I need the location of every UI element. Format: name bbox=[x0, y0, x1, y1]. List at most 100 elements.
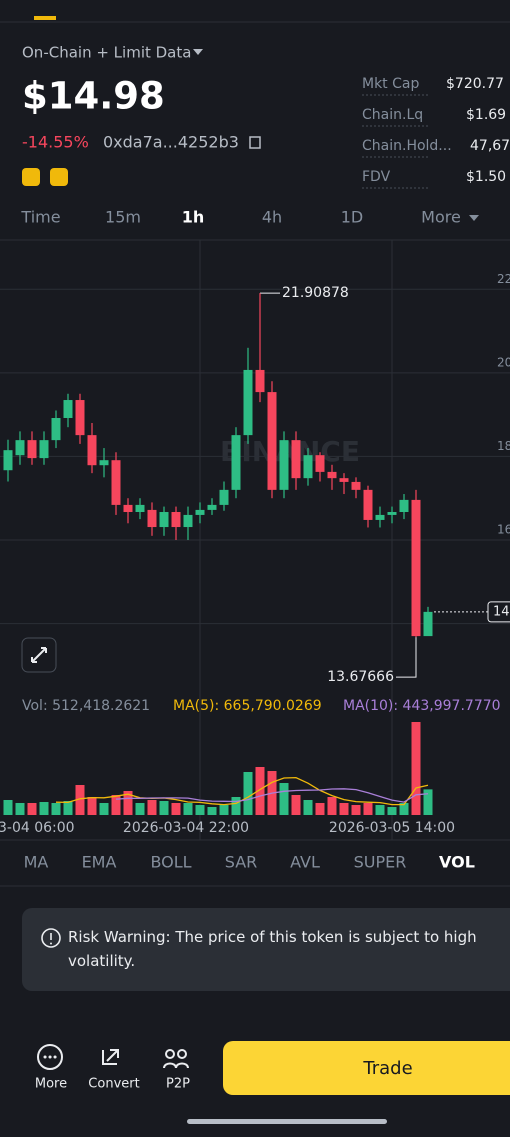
copy-icon[interactable] bbox=[249, 136, 261, 149]
last-price-box bbox=[487, 601, 510, 623]
trade-button[interactable] bbox=[223, 1041, 510, 1095]
candle-body bbox=[255, 369, 265, 393]
indicator-tab[interactable]: MA bbox=[24, 853, 49, 872]
volume-bar bbox=[291, 795, 301, 815]
y-tick-label: 22 bbox=[497, 272, 510, 286]
nav-label[interactable]: Convert bbox=[88, 1077, 139, 1092]
warning-icon bbox=[50, 942, 52, 945]
volume-bar bbox=[351, 805, 361, 815]
candle-body bbox=[147, 509, 157, 528]
y-tick-label: 18 bbox=[497, 439, 510, 453]
candle-body bbox=[75, 400, 85, 436]
candle-body bbox=[111, 460, 121, 505]
candle-body bbox=[159, 512, 169, 528]
volume-bar bbox=[15, 803, 25, 815]
candle-body bbox=[219, 489, 229, 505]
tab-indicator bbox=[34, 16, 56, 20]
volume-bar bbox=[375, 805, 385, 815]
volume-bar bbox=[315, 803, 325, 815]
ma10-label: MA(10): 443,997.7770 bbox=[343, 698, 501, 714]
timeframe[interactable]: 1h bbox=[182, 208, 205, 227]
stat-label: Chain.Hold... bbox=[362, 138, 452, 154]
warning-text: Risk Warning: The price of this token is… bbox=[68, 928, 477, 970]
volume-bar bbox=[135, 803, 145, 815]
indicator-tab[interactable]: EMA bbox=[82, 853, 117, 872]
candle-body bbox=[279, 440, 289, 490]
stat-value: $720.77 bbox=[446, 76, 504, 92]
volume-bar bbox=[111, 795, 121, 815]
volume-bar bbox=[39, 802, 49, 815]
volume-bar bbox=[219, 805, 229, 815]
timeframe[interactable]: Time bbox=[20, 208, 60, 227]
candle-body bbox=[183, 514, 193, 528]
price: $14.98 bbox=[22, 75, 165, 118]
volume-bar bbox=[363, 803, 373, 815]
timeframe[interactable]: 15m bbox=[105, 208, 141, 227]
x-tick-label: 3-04 06:00 bbox=[0, 820, 75, 836]
candle-body bbox=[171, 512, 181, 528]
expand-icon bbox=[31, 647, 47, 663]
change: -14.55% bbox=[22, 133, 89, 152]
nav-label[interactable]: P2P bbox=[166, 1077, 190, 1092]
nav-label[interactable]: More bbox=[35, 1077, 67, 1092]
trade-label: Trade bbox=[362, 1058, 412, 1079]
volume-bar bbox=[195, 805, 205, 815]
ma5-label: MA(5): 665,790.0269 bbox=[173, 698, 322, 714]
volume-bar bbox=[255, 767, 265, 815]
indicator-tab[interactable]: BOLL bbox=[150, 853, 191, 872]
more-icon bbox=[37, 1044, 63, 1070]
data-source[interactable]: On-Chain + Limit Data bbox=[22, 44, 191, 62]
y-tick-label: 16 bbox=[497, 523, 510, 537]
caret bbox=[193, 49, 203, 55]
last-price-label: 14.98 bbox=[493, 604, 510, 619]
indicator-tab[interactable]: AVL bbox=[290, 853, 320, 872]
candle-body bbox=[363, 489, 373, 520]
volume-bar bbox=[231, 797, 241, 815]
candle-body bbox=[99, 460, 109, 466]
tag-icon bbox=[50, 168, 68, 186]
warning-wrap: Risk Warning: The price of this token is… bbox=[68, 928, 477, 970]
candle-body bbox=[63, 400, 73, 418]
indicator-tab[interactable]: SAR bbox=[225, 853, 258, 872]
home-indicator bbox=[187, 1119, 387, 1124]
volume-bar bbox=[3, 800, 13, 815]
volume-bar bbox=[123, 791, 133, 815]
timeframe[interactable]: More bbox=[421, 208, 461, 227]
candle-body bbox=[423, 611, 433, 637]
volume-bar bbox=[171, 803, 181, 815]
volume-ma bbox=[115, 788, 429, 803]
high-label: 21.90878 bbox=[282, 285, 349, 301]
candle-body bbox=[327, 471, 337, 479]
candle-body bbox=[339, 478, 349, 482]
candle-body bbox=[135, 504, 145, 513]
volume-bar bbox=[87, 797, 97, 815]
candle-body bbox=[315, 455, 325, 472]
volume-bar bbox=[99, 803, 109, 815]
stat-value: $1.69 bbox=[466, 107, 506, 123]
indicator-tab[interactable]: VOL bbox=[439, 853, 475, 872]
volume-bar bbox=[423, 789, 433, 815]
volume-bar bbox=[303, 800, 313, 815]
candle-body bbox=[207, 504, 217, 510]
stat-label: Mkt Cap bbox=[362, 76, 419, 92]
volume-bar bbox=[63, 801, 73, 815]
candle-body bbox=[291, 440, 301, 479]
expand-button[interactable] bbox=[21, 637, 57, 673]
candle-body bbox=[39, 440, 49, 459]
x-tick-label: 2026-03-04 22:00 bbox=[123, 820, 249, 836]
vol-label: Vol: 512,418.2621 bbox=[22, 698, 150, 714]
low-label: 13.67666 bbox=[327, 669, 394, 685]
timeframe[interactable]: 4h bbox=[262, 208, 282, 227]
volume-bar bbox=[147, 800, 157, 815]
low-pointer bbox=[396, 637, 417, 678]
convert-icon bbox=[102, 1049, 119, 1065]
volume-bar bbox=[327, 797, 337, 815]
timeframe[interactable]: 1D bbox=[341, 208, 364, 227]
candle-body bbox=[387, 512, 397, 515]
candle-body bbox=[195, 509, 205, 515]
volume-bar bbox=[399, 803, 409, 815]
stat-value: 47,67 bbox=[470, 138, 510, 154]
indicator-tab[interactable]: SUPER bbox=[354, 853, 407, 872]
candle-body bbox=[123, 504, 133, 513]
